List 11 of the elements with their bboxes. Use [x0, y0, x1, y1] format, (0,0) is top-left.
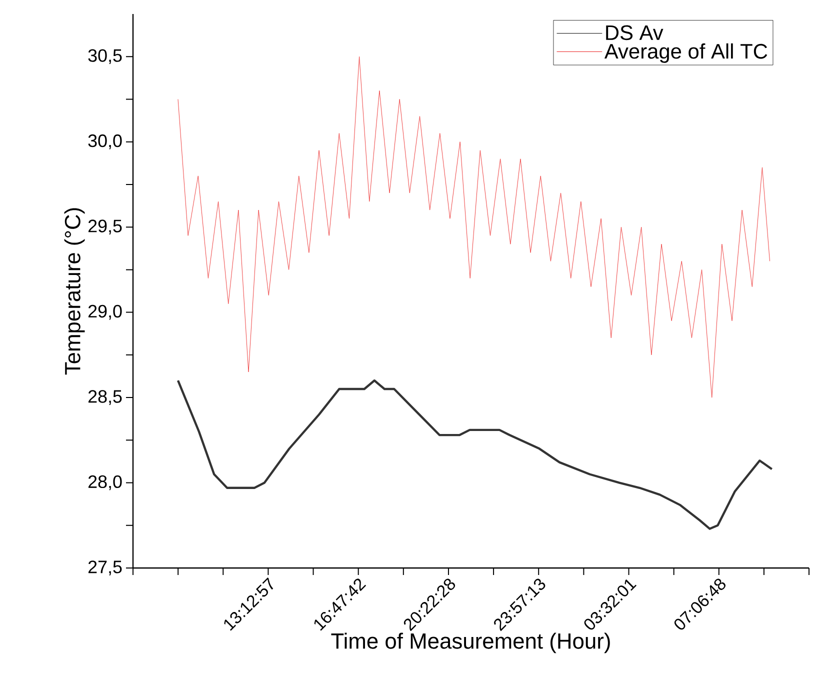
legend-label: DS Av — [606, 25, 664, 40]
y-tick-label: 29,0 — [88, 304, 122, 320]
y-tick-label: 28,0 — [88, 475, 122, 490]
y-tick-label: 30,5 — [88, 49, 122, 64]
y-tick-label: 27,5 — [88, 560, 122, 576]
y-tick-label: 30,0 — [88, 134, 122, 150]
x-axis-title: Time of Measurement (Hour) — [331, 632, 610, 654]
y-axis-title: Temperature (°C) — [64, 208, 85, 375]
legend-label: Average of All TC — [604, 43, 768, 63]
y-tick-label: 29,5 — [88, 220, 122, 234]
y-tick-label: 28,5 — [88, 390, 122, 405]
